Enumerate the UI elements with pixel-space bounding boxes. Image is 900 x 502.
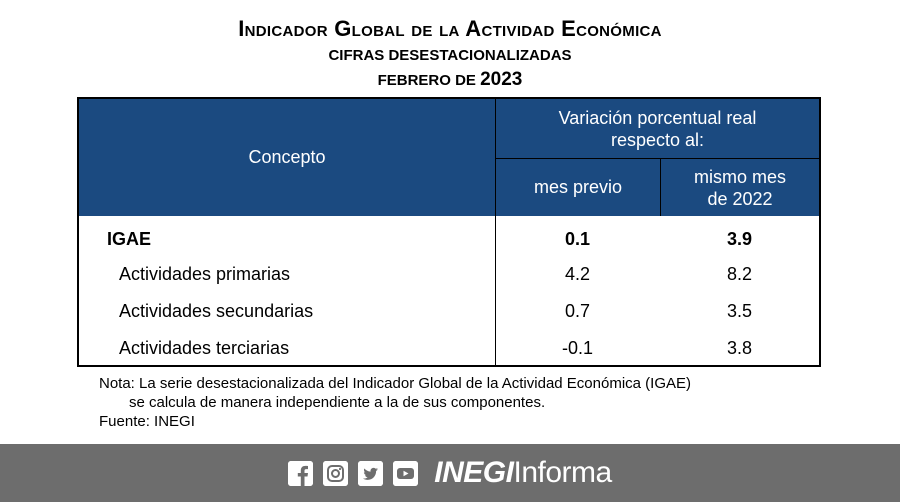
column-divider <box>495 216 496 365</box>
row-concepto: Actividades secundarias <box>119 300 314 321</box>
header-mismo-mes-line2: de 2022 <box>707 188 773 209</box>
header-concepto: Concepto <box>248 147 326 167</box>
page-title: Indicador Global de la Actividad Económi… <box>238 16 662 41</box>
row-mismo-mes: 3.8 <box>726 337 753 358</box>
row-concepto: IGAE <box>107 228 152 249</box>
social-icons <box>288 460 419 486</box>
nota-line1: Nota: La serie desestacionalizada del In… <box>99 375 691 392</box>
row-concepto: Actividades primarias <box>119 263 291 284</box>
youtube-icon[interactable] <box>393 460 419 486</box>
row-mismo-mes: 3.9 <box>726 228 753 249</box>
header-variacion-line1: Variación porcentual real <box>558 107 757 128</box>
header-mismo-mes: mismo mes de 2022 <box>660 159 819 216</box>
brand-regular: Informa <box>513 456 612 489</box>
fuente-line: Fuente: INEGI <box>99 413 195 430</box>
title-block: Indicador Global de la Actividad Económi… <box>0 14 900 92</box>
brand-bold: INEGI <box>434 456 514 489</box>
table-header: Concepto Variación porcentual real respe… <box>79 99 819 216</box>
table-row: IGAE 0.1 3.9 <box>79 220 819 258</box>
row-concepto: Actividades terciarias <box>119 337 290 358</box>
row-mes-previo: -0.1 <box>561 337 594 358</box>
notes-block: Nota: La serie desestacionalizada del In… <box>99 374 819 431</box>
row-mes-previo: 0.7 <box>564 300 591 321</box>
table-row: Actividades primarias 4.2 8.2 <box>79 255 819 293</box>
period-year: 2023 <box>480 69 523 90</box>
twitter-icon[interactable] <box>358 460 384 486</box>
inegi-informa-logo: INEGI Informa <box>434 456 612 490</box>
row-mismo-mes: 8.2 <box>726 263 753 284</box>
header-mismo-mes-line1: mismo mes <box>693 166 786 187</box>
header-variacion-line2: respecto al: <box>610 129 705 150</box>
row-mes-previo: 0.1 <box>564 228 591 249</box>
period-label: FEBRERO DE 2023 <box>0 69 900 92</box>
row-mes-previo: 4.2 <box>564 263 591 284</box>
header-mes-previo: mes previo <box>495 159 660 216</box>
header-variacion: Variación porcentual real respecto al: <box>495 99 819 159</box>
footer-bar: INEGI Informa <box>0 444 900 502</box>
page-subtitle: CIFRAS DESESTACIONALIZADAS <box>328 47 572 64</box>
instagram-icon[interactable] <box>323 460 349 486</box>
table-row: Actividades terciarias -0.1 3.8 <box>79 329 819 367</box>
data-table: Concepto Variación porcentual real respe… <box>77 97 821 367</box>
facebook-icon[interactable] <box>288 460 314 486</box>
nota-line2: se calcula de manera independiente a la … <box>129 394 546 411</box>
period-prefix: FEBRERO DE <box>377 72 476 89</box>
row-mismo-mes: 3.5 <box>726 300 753 321</box>
table-row: Actividades secundarias 0.7 3.5 <box>79 292 819 330</box>
